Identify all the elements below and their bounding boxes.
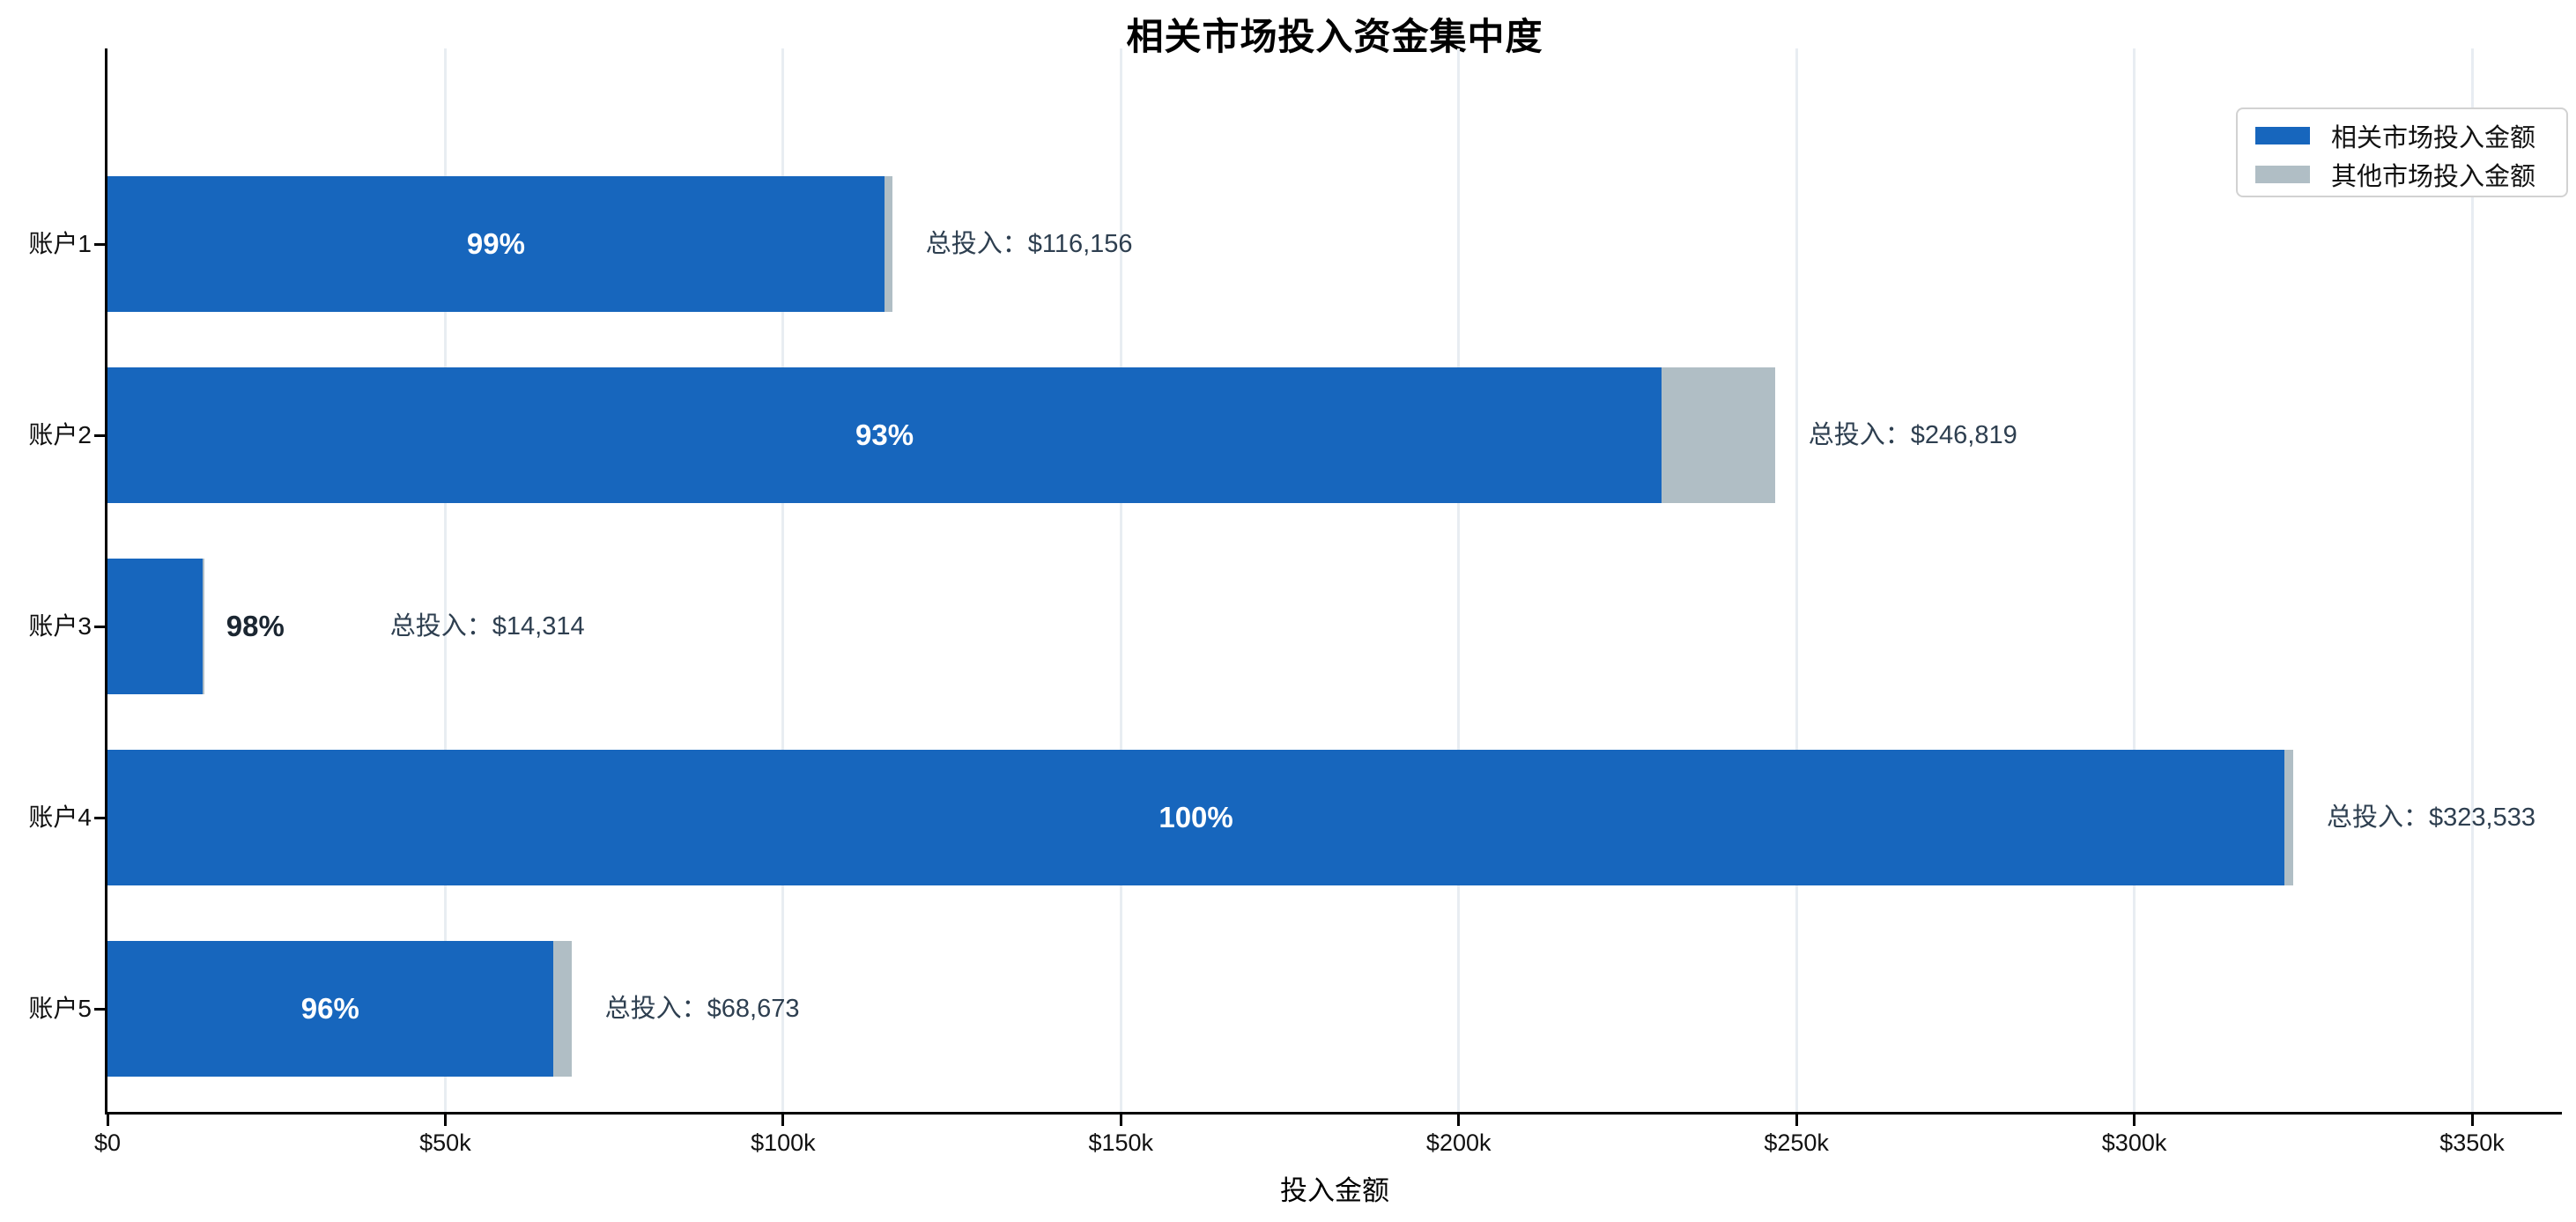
x-tick-mark xyxy=(1119,1115,1122,1126)
bar-other-账户2 xyxy=(1662,367,1775,503)
bar-other-账户1 xyxy=(884,176,892,312)
x-tick-mark xyxy=(2133,1115,2136,1126)
y-tick-mark xyxy=(94,816,106,819)
x-tick-mark xyxy=(781,1115,785,1126)
y-tick-mark xyxy=(94,625,106,628)
bar-other-账户3 xyxy=(202,559,204,694)
x-axis-title: 投入金额 xyxy=(1280,1175,1389,1206)
y-tick-label-账户3: 账户3 xyxy=(28,612,92,640)
x-tick-label: $100k xyxy=(751,1129,816,1156)
y-tick-mark xyxy=(94,1007,106,1011)
x-tick-mark xyxy=(1457,1115,1461,1126)
percent-label-账户3: 98% xyxy=(226,610,285,642)
bar-related-账户4 xyxy=(107,750,2285,885)
y-tick-label-账户2: 账户2 xyxy=(28,421,92,448)
percent-label-账户5: 96% xyxy=(300,992,359,1025)
legend: 相关市场投入金额 其他市场投入金额 xyxy=(2236,107,2568,197)
gridline-$100k xyxy=(781,48,785,1112)
x-axis-line xyxy=(105,1112,2562,1115)
bar-related-账户1 xyxy=(107,176,885,312)
bar-other-账户4 xyxy=(2284,750,2294,885)
gridline-$350k xyxy=(2470,48,2474,1112)
x-tick-label: $250k xyxy=(1764,1129,1829,1156)
legend-label-other: 其他市场投入金额 xyxy=(2331,163,2536,191)
gridline-$250k xyxy=(1795,48,1798,1112)
y-tick-label-账户1: 账户1 xyxy=(28,230,92,257)
x-tick-mark xyxy=(1795,1115,1798,1126)
x-tick-label: $300k xyxy=(2101,1129,2167,1156)
y-tick-mark xyxy=(94,433,106,437)
total-annotation-账户2: 总投入：$246,819 xyxy=(1808,421,2017,449)
gridline-$200k xyxy=(1457,48,1461,1112)
bar-related-账户3 xyxy=(107,559,203,694)
x-tick-mark xyxy=(443,1115,447,1126)
legend-label-related: 相关市场投入金额 xyxy=(2331,124,2536,152)
legend-swatch-other xyxy=(2255,166,2310,183)
x-tick-label: $150k xyxy=(1088,1129,1154,1156)
y-axis-line xyxy=(105,48,107,1115)
total-annotation-账户1: 总投入：$116,156 xyxy=(925,230,1133,258)
x-tick-mark xyxy=(2470,1115,2474,1126)
percent-label-账户1: 99% xyxy=(466,227,525,260)
x-tick-label: $200k xyxy=(1425,1129,1492,1156)
y-tick-label-账户5: 账户5 xyxy=(28,995,92,1022)
total-annotation-账户4: 总投入：$323,533 xyxy=(2327,804,2535,832)
chart-title: 相关市场投入资金集中度 xyxy=(1126,16,1543,57)
y-tick-mark xyxy=(94,242,106,246)
total-annotation-账户3: 总投入：$14,314 xyxy=(389,612,585,641)
x-tick-mark xyxy=(106,1115,109,1126)
legend-swatch-related xyxy=(2255,127,2310,144)
y-tick-label-账户4: 账户4 xyxy=(28,804,92,831)
percent-label-账户4: 100% xyxy=(1158,801,1233,833)
bar-other-账户5 xyxy=(552,941,572,1077)
gridline-$300k xyxy=(2133,48,2136,1112)
gridline-$50k xyxy=(443,48,447,1112)
bar-related-账户5 xyxy=(107,941,553,1077)
legend-item-related: 相关市场投入金额 xyxy=(2255,122,2535,152)
x-tick-label: $0 xyxy=(93,1129,122,1156)
percent-label-账户2: 93% xyxy=(855,418,914,451)
bar-related-账户2 xyxy=(107,367,1662,503)
legend-item-other: 其他市场投入金额 xyxy=(2255,161,2535,191)
total-annotation-账户5: 总投入：$68,673 xyxy=(604,995,800,1023)
x-tick-label: $350k xyxy=(2439,1129,2505,1156)
x-tick-label: $50k xyxy=(419,1129,471,1156)
gridline-$150k xyxy=(1119,48,1122,1112)
